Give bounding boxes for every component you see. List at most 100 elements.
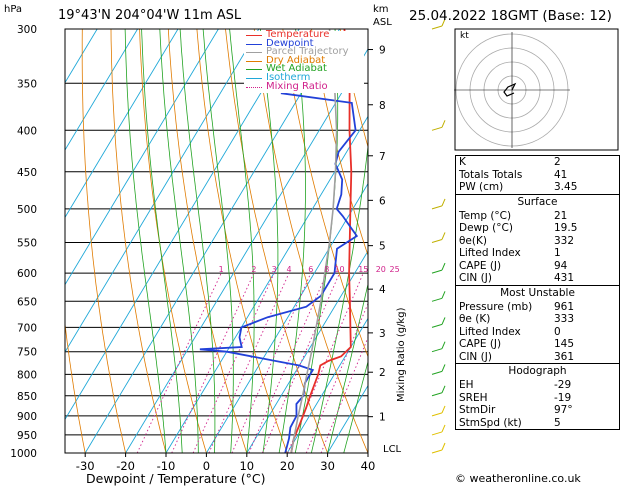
top-row: PW (cm) 3.45	[456, 181, 619, 194]
mixing-ratio-tick-label: 3	[272, 265, 277, 274]
location-label: 19°43'N 204°04'W 11m ASL	[58, 8, 242, 23]
wind-barb	[431, 126, 443, 131]
hodograph-row: StmSpd (kt) 5	[456, 417, 619, 430]
wind-barb-feather	[441, 442, 446, 451]
dry-adiabat-line	[139, 29, 207, 453]
wind-barb	[431, 348, 443, 353]
pressure-tick-label: 900	[17, 411, 37, 423]
wind-barb-feather	[441, 424, 446, 433]
hodograph-value: 97°	[554, 404, 573, 416]
wind-barb-feather	[441, 341, 446, 349]
surface-row: θe(K) 332	[456, 235, 619, 248]
km-tick-label: 8	[379, 100, 386, 112]
unstable-value: 361	[554, 350, 575, 363]
surface-value: 21	[554, 209, 568, 222]
legend-swatch	[246, 60, 262, 62]
mixing-ratio-tick-label: 20	[376, 265, 386, 274]
wet-adiabat-line	[327, 282, 368, 453]
mixing-ratio-axis-label: Mixing Ratio (g/kg)	[396, 307, 407, 402]
top-label: Totals Totals	[459, 168, 523, 181]
wind-barb-feather	[441, 405, 446, 414]
surface-row: Dewp (°C) 19.5	[456, 222, 619, 235]
legend-label: Temperature	[266, 29, 330, 40]
pressure-tick-label: 500	[17, 204, 37, 216]
wind-barb	[431, 449, 443, 454]
wet-adiabat-line	[294, 29, 339, 453]
pressure-tick-label: 1000	[10, 448, 37, 460]
legend-label: Dry Adiabat	[266, 54, 326, 66]
unstable-row: θe (K) 333	[456, 313, 619, 326]
legend-label: Mixing Ratio	[266, 80, 328, 92]
isotherm-line	[246, 250, 368, 453]
legend-label: Parcel Trajectory	[266, 46, 349, 58]
isotherm-line	[0, 29, 16, 453]
pressure-tick-label: 300	[17, 24, 37, 36]
x-tick-label: -30	[76, 459, 95, 473]
hodograph-row: SREH -19	[456, 392, 619, 405]
wind-barb	[431, 269, 443, 274]
isotherm-line	[206, 182, 368, 453]
unstable-label: θe (K)	[459, 313, 491, 325]
hodograph-value: 5	[554, 416, 561, 429]
unstable-label: CAPE (J)	[459, 338, 502, 350]
mixing-ratio-line	[171, 272, 255, 453]
legend-swatch	[246, 35, 262, 36]
surface-label: Temp (°C)	[459, 209, 512, 222]
unstable-table: Pressure (mb) 961 θe (K) 333 Lifted Index 0 CA…	[456, 301, 619, 364]
surface-row: CAPE (J) 94	[456, 260, 619, 273]
wind-barb-feather	[441, 262, 446, 271]
legend-swatch	[246, 52, 262, 54]
parcel-trajectory-line	[290, 29, 338, 453]
unstable-title: Most Unstable	[500, 286, 575, 299]
hodograph-table: EH -29 SREH -19 StmDir 97° StmSpd (kt) 5	[456, 379, 619, 429]
profile-curves	[199, 29, 359, 453]
isotherm-line	[165, 115, 368, 453]
wet-adiabat-line	[278, 29, 306, 453]
top-value: 3.45	[554, 181, 578, 193]
wind-barb-feather	[441, 317, 446, 325]
surface-label: Dewp (°C)	[459, 222, 513, 234]
legend-swatch	[246, 86, 262, 88]
surface-title: Surface	[517, 195, 558, 208]
hodograph	[454, 28, 619, 151]
km-tick-label: 6	[379, 195, 386, 207]
hodograph-row: EH -29	[456, 379, 619, 392]
isotherm-line	[65, 29, 300, 421]
mixing-ratio-tick-label: 4	[286, 265, 291, 274]
wet-adiabat-line	[259, 29, 279, 453]
surface-label: CIN (J)	[459, 272, 492, 284]
top-row: Totals Totals 41	[456, 169, 619, 182]
plot-frame	[64, 28, 369, 454]
lcl-label: LCL	[383, 444, 402, 455]
wet-adiabat-line	[311, 143, 368, 453]
top-label: PW (cm)	[459, 181, 504, 193]
mixing-ratio-line	[208, 272, 290, 453]
mixing-ratio-tick-label: 6	[308, 265, 313, 274]
hodograph-value: -19	[554, 391, 572, 404]
hpa-unit: hPa	[4, 4, 23, 15]
legend-label: Isotherm	[266, 72, 311, 83]
legend-label: Dewpoint	[266, 37, 314, 49]
isotherm-line	[65, 29, 138, 151]
x-tick-label: 20	[280, 459, 295, 473]
mixing-ratio-line	[192, 272, 275, 453]
surface-value: 94	[554, 259, 568, 272]
legend-swatch	[246, 69, 262, 71]
wind-barb-feather	[441, 291, 446, 299]
mixing-ratio-tick-label: 2	[251, 265, 256, 274]
mixing-ratio-line	[287, 272, 364, 453]
mixing-ratio-tick-label: 15	[358, 265, 368, 274]
dry-adiabat-line	[167, 29, 248, 453]
x-axis-label: Dewpoint / Temperature (°C)	[86, 471, 266, 486]
pressure-tick-label: 350	[17, 78, 37, 90]
surface-value: 19.5	[554, 222, 578, 234]
surface-label: CAPE (J)	[459, 259, 502, 272]
unstable-label: CIN (J)	[459, 350, 492, 363]
axes: 1 2 3 4 6 8 10 15 20 2530035040045050055060065070…	[10, 24, 399, 473]
unstable-value: 333	[554, 313, 575, 325]
surface-value: 1	[554, 247, 561, 259]
surface-value: 431	[554, 272, 575, 284]
unstable-value: 961	[554, 300, 575, 313]
